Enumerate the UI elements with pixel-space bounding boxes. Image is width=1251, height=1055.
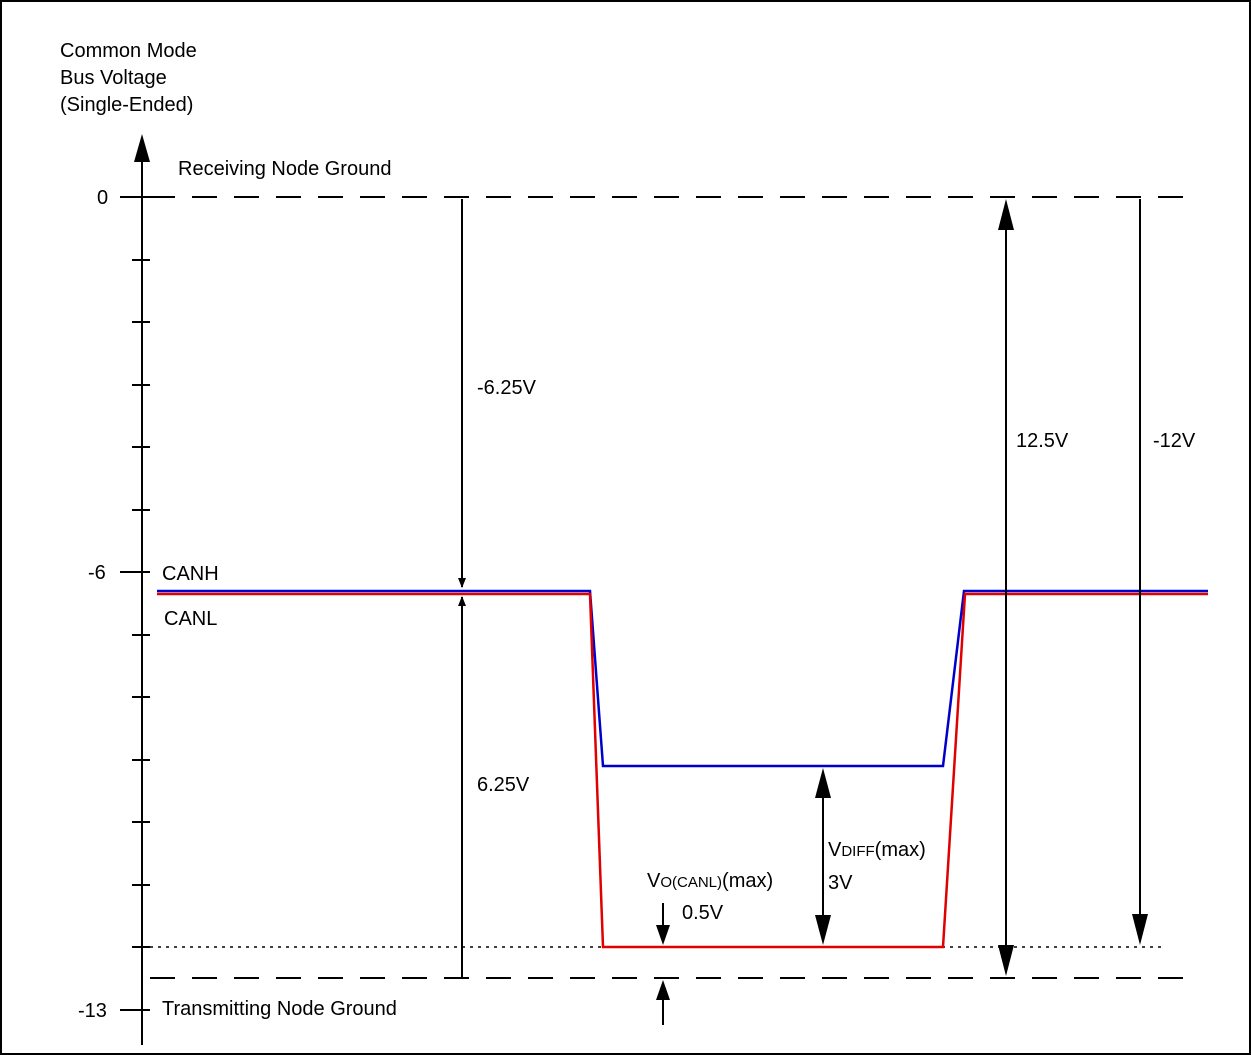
axis-ticks xyxy=(120,196,150,1011)
vdiff-label: VDIFF(max) xyxy=(828,839,926,861)
axis-title-line-1: Common Mode xyxy=(60,40,197,62)
axis-title-line-3: (Single-Ended) xyxy=(60,94,193,116)
vdiff-arrowhead-bottom xyxy=(815,915,831,945)
vo-arrowhead-top xyxy=(656,925,670,945)
transmitting-ground-label: Transmitting Node Ground xyxy=(162,998,397,1020)
tick-label-minus-6: -6 xyxy=(88,562,106,584)
tick-label-zero: 0 xyxy=(97,187,108,209)
canh-trace xyxy=(157,589,1208,768)
vo-arrowhead-bottom xyxy=(656,980,670,1000)
axis-arrowhead xyxy=(134,134,150,162)
upper-offset-label: -6.25V xyxy=(477,377,537,399)
canl-label: CANL xyxy=(164,608,217,630)
vo-label: VO(CANL)(max) xyxy=(647,870,773,892)
axis-title-line-2: Bus Voltage xyxy=(60,67,167,89)
ground-shift-label: -12V xyxy=(1153,430,1196,452)
canl-trace xyxy=(157,592,1208,949)
canh-label: CANH xyxy=(162,563,219,585)
receiving-ground-label: Receiving Node Ground xyxy=(178,158,391,180)
lower-offset-label: 6.25V xyxy=(477,774,530,796)
ground-shift-arrowhead xyxy=(1132,914,1148,945)
vo-value: 0.5V xyxy=(682,902,724,924)
tick-label-minus-13: -13 xyxy=(78,1000,107,1022)
vdiff-value: 3V xyxy=(828,872,853,894)
total-span-arrowhead-bottom xyxy=(998,945,1014,976)
vdiff-arrowhead-top xyxy=(815,768,831,798)
total-span-label: 12.5V xyxy=(1016,430,1069,452)
total-span-arrowhead-top xyxy=(998,199,1014,230)
